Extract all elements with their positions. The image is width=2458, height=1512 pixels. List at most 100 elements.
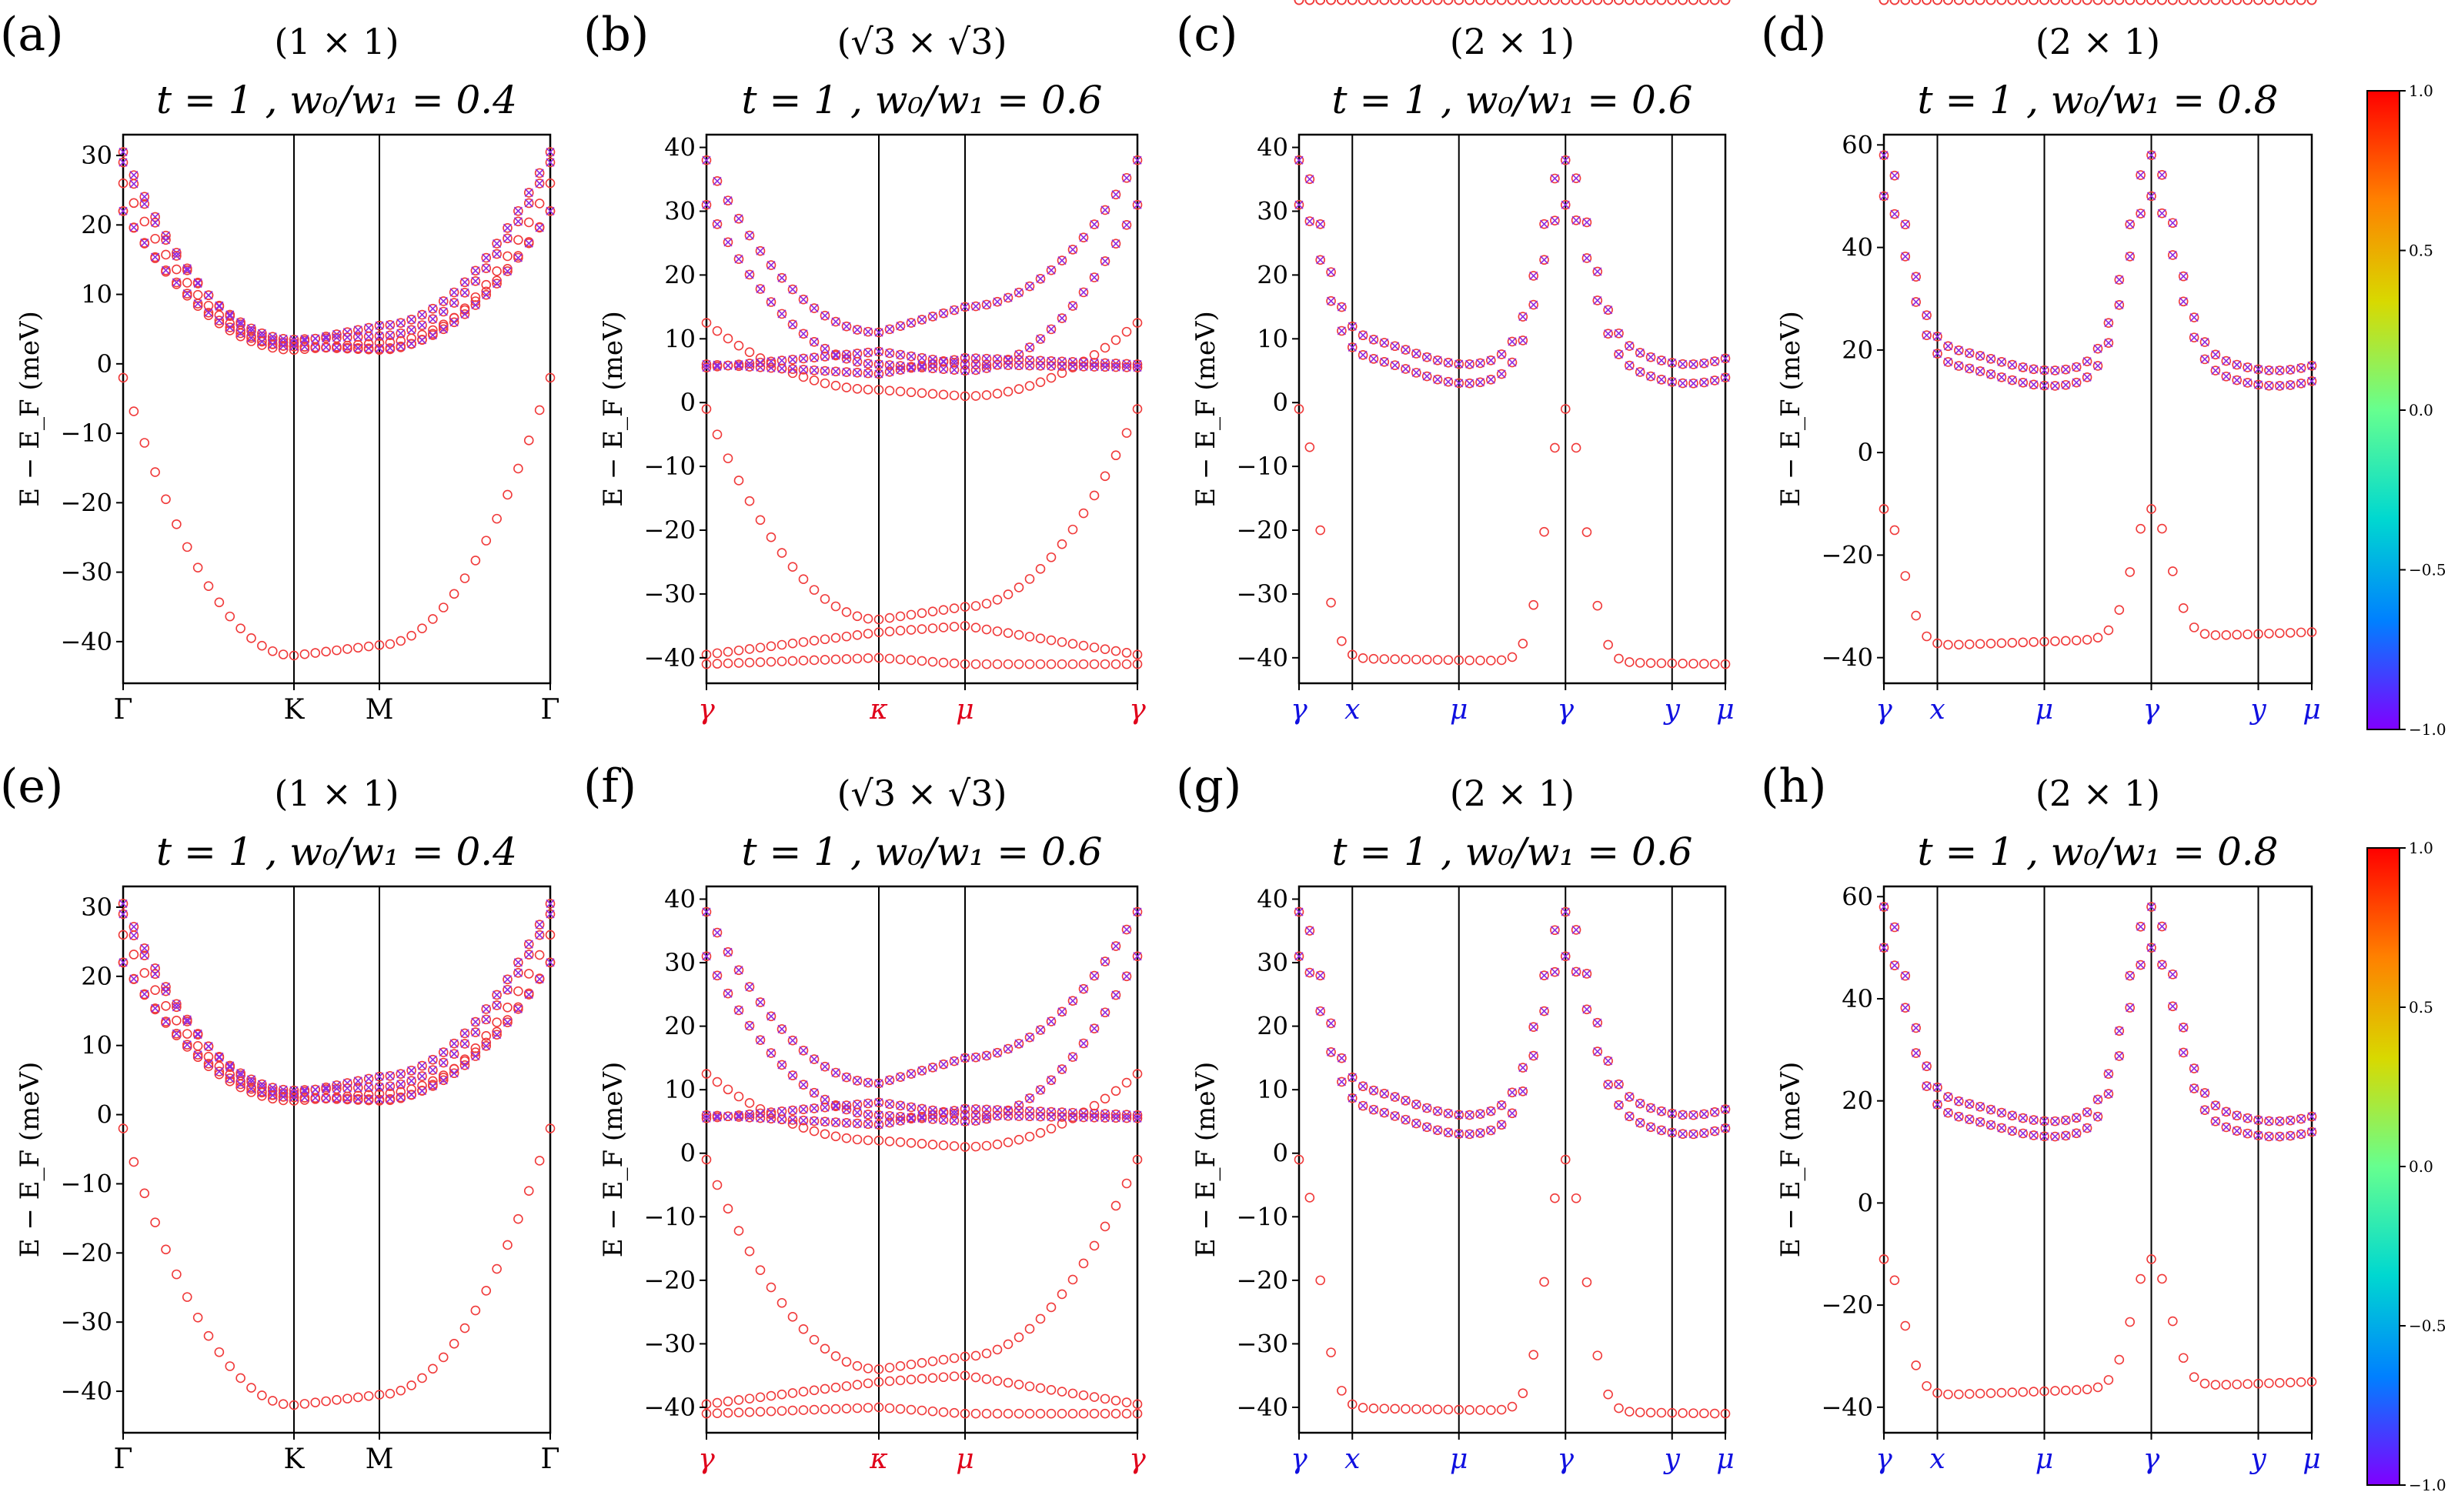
band-point-cross bbox=[853, 1076, 862, 1086]
band-point-cross bbox=[1068, 245, 1077, 254]
band-point-circle bbox=[1046, 1384, 1057, 1395]
band-point-circle bbox=[701, 359, 712, 369]
kpoint-label: Γ bbox=[541, 694, 560, 726]
band-point-circle bbox=[1486, 1125, 1496, 1136]
band-point-circle bbox=[1911, 1048, 1921, 1058]
band-point-cross bbox=[960, 1110, 970, 1120]
band-point-circle bbox=[733, 1110, 744, 1120]
band-point-circle bbox=[1100, 1408, 1110, 1419]
band-point-cross bbox=[1326, 268, 1336, 277]
band-point-circle bbox=[830, 1351, 841, 1361]
band-point-circle bbox=[744, 644, 755, 654]
band-point-circle bbox=[938, 657, 949, 668]
band-point-circle bbox=[363, 1082, 374, 1093]
band-point-cross bbox=[1057, 1112, 1067, 1122]
colorbar-tick-label: −1.0 bbox=[2409, 720, 2446, 739]
ytick-label: 30 bbox=[1257, 196, 1288, 225]
band-point-circle bbox=[2157, 0, 2167, 5]
band-point-circle bbox=[970, 1052, 981, 1063]
band-point-cross bbox=[1111, 362, 1120, 372]
band-point-cross bbox=[1529, 1023, 1538, 1032]
band-point-cross bbox=[874, 1098, 883, 1107]
band-point-circle bbox=[1078, 1038, 1089, 1049]
kpoint-label: γ bbox=[1129, 1444, 1146, 1475]
band-point-cross bbox=[2050, 381, 2059, 390]
band-point-circle bbox=[830, 1101, 841, 1112]
band-point-circle bbox=[949, 1141, 960, 1151]
band-point-circle bbox=[513, 235, 523, 245]
band-point-circle bbox=[960, 1103, 970, 1114]
band-point-circle bbox=[150, 1217, 160, 1228]
band-point-cross bbox=[2115, 1026, 2124, 1036]
band-point-circle bbox=[118, 957, 129, 968]
band-point-circle bbox=[2125, 0, 2135, 5]
ytick-label: 30 bbox=[1257, 948, 1288, 977]
band-point-circle bbox=[2071, 0, 2082, 5]
band-point-cross bbox=[2275, 381, 2284, 391]
band-point-circle bbox=[1528, 599, 1538, 610]
band-point-cross bbox=[777, 1024, 786, 1033]
band-point-circle bbox=[321, 1093, 331, 1103]
band-point-cross bbox=[2008, 1126, 2017, 1136]
band-point-cross bbox=[482, 1015, 491, 1024]
band-point-cross bbox=[971, 1110, 980, 1120]
band-point-cross bbox=[745, 1113, 754, 1122]
band-point-cross bbox=[172, 1000, 181, 1009]
band-point-circle bbox=[809, 636, 820, 646]
band-point-circle bbox=[438, 1352, 449, 1363]
band-point-cross bbox=[546, 958, 555, 967]
band-point-circle bbox=[1443, 0, 1454, 5]
band-point-circle bbox=[2103, 338, 2114, 348]
band-point-cross bbox=[1133, 1113, 1142, 1123]
band-point-cross bbox=[702, 155, 711, 165]
band-point-circle bbox=[744, 1246, 755, 1257]
band-point-circle bbox=[841, 631, 852, 642]
band-point-circle bbox=[744, 347, 755, 357]
band-point-cross bbox=[1922, 311, 1932, 320]
band-point-circle bbox=[712, 325, 723, 336]
band-point-cross bbox=[1497, 349, 1506, 359]
band-point-circle bbox=[2061, 1130, 2071, 1141]
band-point-circle bbox=[1401, 364, 1411, 374]
band-point-circle bbox=[798, 637, 809, 647]
band-point-circle bbox=[766, 1390, 776, 1401]
band-point-circle bbox=[1667, 377, 1678, 387]
band-point-circle bbox=[1024, 632, 1035, 642]
band-point-cross bbox=[1004, 1111, 1013, 1120]
band-point-cross bbox=[513, 958, 523, 967]
band-point-circle bbox=[2157, 208, 2167, 219]
band-point-cross bbox=[1122, 1113, 1131, 1123]
band-point-circle bbox=[755, 284, 766, 294]
y-axis-label: E − E_F (meV) bbox=[598, 1062, 629, 1258]
band-point-circle bbox=[809, 1385, 820, 1396]
band-point-circle bbox=[2232, 0, 2242, 5]
band-point-cross bbox=[810, 1088, 819, 1097]
band-point-circle bbox=[712, 362, 723, 372]
band-point-circle bbox=[1975, 366, 1985, 376]
band-point-circle bbox=[523, 969, 534, 979]
band-point-cross bbox=[2179, 1048, 2188, 1057]
band-point-cross bbox=[1475, 1110, 1485, 1119]
band-point-cross bbox=[140, 943, 149, 953]
band-point-circle bbox=[2199, 1105, 2210, 1115]
band-point-circle bbox=[1603, 305, 1613, 315]
band-point-circle bbox=[798, 1323, 809, 1334]
band-point-circle bbox=[1057, 1387, 1067, 1397]
band-point-circle bbox=[2168, 0, 2178, 5]
band-point-cross bbox=[766, 1012, 776, 1021]
band-point-circle bbox=[470, 265, 481, 276]
band-point-cross bbox=[417, 335, 427, 345]
band-point-circle bbox=[278, 341, 289, 351]
band-point-circle bbox=[1635, 0, 1645, 5]
band-point-circle bbox=[1003, 659, 1014, 669]
band-point-cross bbox=[1646, 1103, 1655, 1113]
band-point-cross bbox=[482, 1004, 491, 1013]
band-point-circle bbox=[701, 1113, 712, 1123]
band-point-circle bbox=[917, 1357, 927, 1368]
band-point-cross bbox=[513, 206, 523, 215]
band-point-circle bbox=[970, 1408, 981, 1419]
band-point-circle bbox=[1678, 1129, 1688, 1139]
band-point-cross bbox=[1090, 1024, 1099, 1033]
band-point-circle bbox=[1035, 334, 1046, 344]
